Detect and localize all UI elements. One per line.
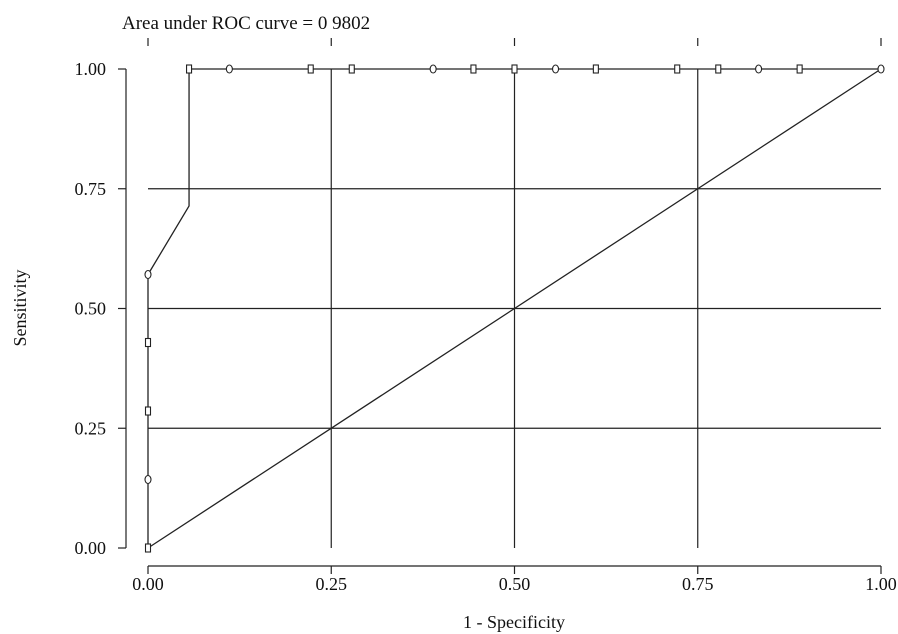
- marker-square-14: [674, 64, 681, 74]
- marker-square-15: [715, 64, 722, 74]
- marker-circle-18: [877, 64, 885, 74]
- marker-circle-6: [225, 64, 233, 74]
- series-line-1: [147, 68, 882, 549]
- x-tick-label-2: 0.50: [499, 574, 531, 594]
- marker-circle-12: [551, 64, 560, 74]
- plot-layer: 0.00 0.25 0.50 0.75 1.00 0.00 0.25 0.50 0.75 1.00: [75, 38, 897, 594]
- marker-circle-4: [144, 269, 152, 280]
- x-tick-label-4: 1.00: [865, 574, 897, 594]
- marker-square-8: [348, 64, 355, 74]
- marker-square-3: [144, 337, 152, 348]
- y-tick-label-2: 0.50: [75, 299, 107, 319]
- marker-square-2: [144, 406, 152, 416]
- chart-title: Area under ROC curve = 0 9802: [122, 13, 370, 34]
- x-tick-label-3: 0.75: [682, 574, 714, 594]
- marker-circle-9: [429, 64, 437, 74]
- y-axis-label: Sensitivity: [10, 269, 30, 346]
- marker-square-17: [796, 64, 803, 74]
- x-tick-label-1: 0.25: [316, 574, 348, 594]
- y-tick-label-4: 1.00: [75, 59, 107, 79]
- marker-circle-16: [755, 64, 763, 74]
- marker-circle-1: [144, 474, 152, 485]
- marker-square-13: [592, 64, 599, 74]
- y-tick-label-3: 0.75: [75, 179, 107, 199]
- y-tick-label-0: 0.00: [75, 538, 107, 558]
- marker-square-0: [144, 543, 152, 553]
- x-axis-label: 1 - Specificity: [463, 612, 565, 632]
- marker-square-10: [470, 64, 477, 74]
- marker-square-7: [307, 64, 314, 74]
- y-tick-label-1: 0.25: [75, 418, 107, 438]
- series-line-0: [147, 68, 881, 548]
- marker-square-5: [185, 64, 193, 74]
- marker-square-11: [511, 64, 518, 74]
- x-tick-label-0: 0.00: [132, 574, 164, 594]
